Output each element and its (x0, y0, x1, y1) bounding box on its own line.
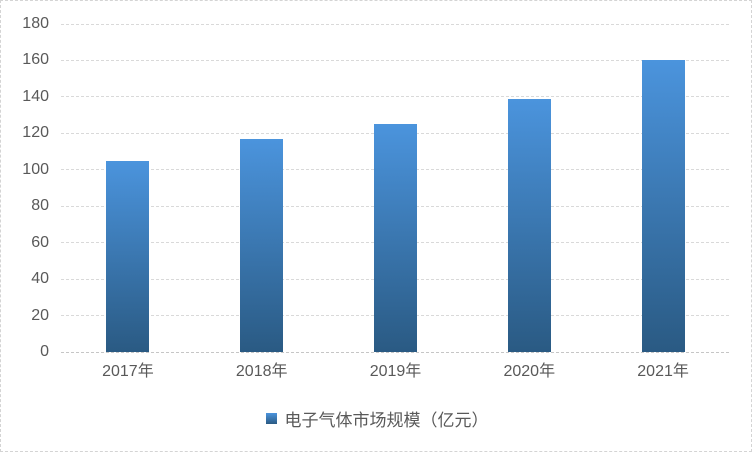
bar-2017年 (106, 160, 150, 352)
y-axis-tick-label: 40 (31, 270, 49, 288)
x-axis-tick-label: 2021年 (637, 363, 689, 380)
y-axis-tick-label: 60 (31, 233, 49, 251)
y-axis-tick-label: 180 (22, 15, 49, 32)
legend-label: 电子气体市场规模（亿元） (284, 410, 489, 430)
x-axis-line (61, 351, 730, 353)
bar-2020年 (507, 98, 551, 352)
y-axis-tick-label: 140 (22, 87, 49, 105)
legend-swatch-icon (265, 412, 277, 424)
y-axis-tick-label: 160 (22, 51, 49, 69)
x-axis-tick-label: 2019年 (369, 363, 422, 380)
x-axis-tick-label: 2017年 (102, 363, 154, 380)
y-axis-tick-label: 80 (31, 197, 49, 215)
bar-2021年 (641, 60, 685, 352)
x-axis-tick-label: 2020年 (503, 363, 556, 380)
gridline (61, 59, 730, 61)
gridline (61, 23, 730, 25)
y-axis-tick-label: 120 (22, 124, 49, 142)
gridline (61, 96, 730, 98)
bar-2019年 (374, 124, 417, 352)
y-axis-tick-label: 100 (22, 160, 49, 178)
y-axis-tick-label: 0 (40, 343, 49, 360)
bar-2018年 (240, 138, 284, 352)
x-axis-tick-label: 2018年 (235, 363, 288, 380)
legend: 电子气体市场规模（亿元） (1, 406, 751, 430)
y-axis-tick-label: 20 (31, 306, 49, 324)
